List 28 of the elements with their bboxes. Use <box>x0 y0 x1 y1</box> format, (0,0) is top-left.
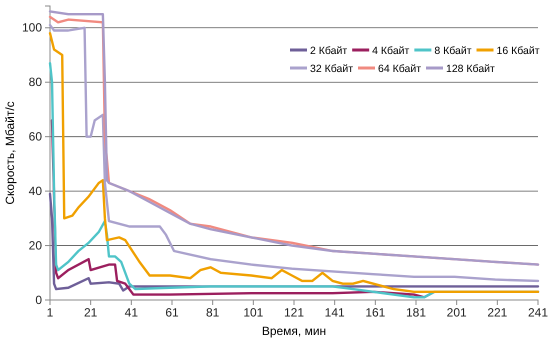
x-tick-label: 81 <box>206 306 220 320</box>
legend-label: 32 Кбайт <box>310 63 354 75</box>
y-tick-label: 40 <box>28 184 42 198</box>
x-tick-label: 61 <box>165 306 179 320</box>
legend-label: 128 Кбайт <box>446 63 496 75</box>
x-axis-title: Время, мин <box>262 324 326 338</box>
y-tick-label: 80 <box>28 75 42 90</box>
legend-label: 4 Кбайт <box>372 45 410 57</box>
x-tick-label: 181 <box>406 306 426 320</box>
x-tick-label: 241 <box>528 306 548 320</box>
y-axis-title: Скорость, Мбайт/с <box>3 101 17 205</box>
x-tick-label: 221 <box>487 306 508 320</box>
y-tick-label: 20 <box>28 238 42 252</box>
x-tick-label: 141 <box>324 306 345 320</box>
legend-label: 2 Кбайт <box>310 45 348 57</box>
legend-label: 16 Кбайт <box>496 45 540 57</box>
y-tick-label: 60 <box>28 130 42 144</box>
x-tick-label: 1 <box>46 306 54 320</box>
y-tick-label: 0 <box>35 292 42 307</box>
x-tick-label: 121 <box>284 306 304 320</box>
y-tick-label: 100 <box>22 20 42 35</box>
legend-label: 64 Кбайт <box>378 63 422 75</box>
x-tick-label: 201 <box>446 306 467 320</box>
x-tick-label: 101 <box>243 306 264 320</box>
x-tick-label: 21 <box>84 306 98 320</box>
x-tick-label: 41 <box>124 306 138 320</box>
legend-label: 8 Кбайт <box>434 45 472 57</box>
x-tick-label: 161 <box>365 306 386 320</box>
